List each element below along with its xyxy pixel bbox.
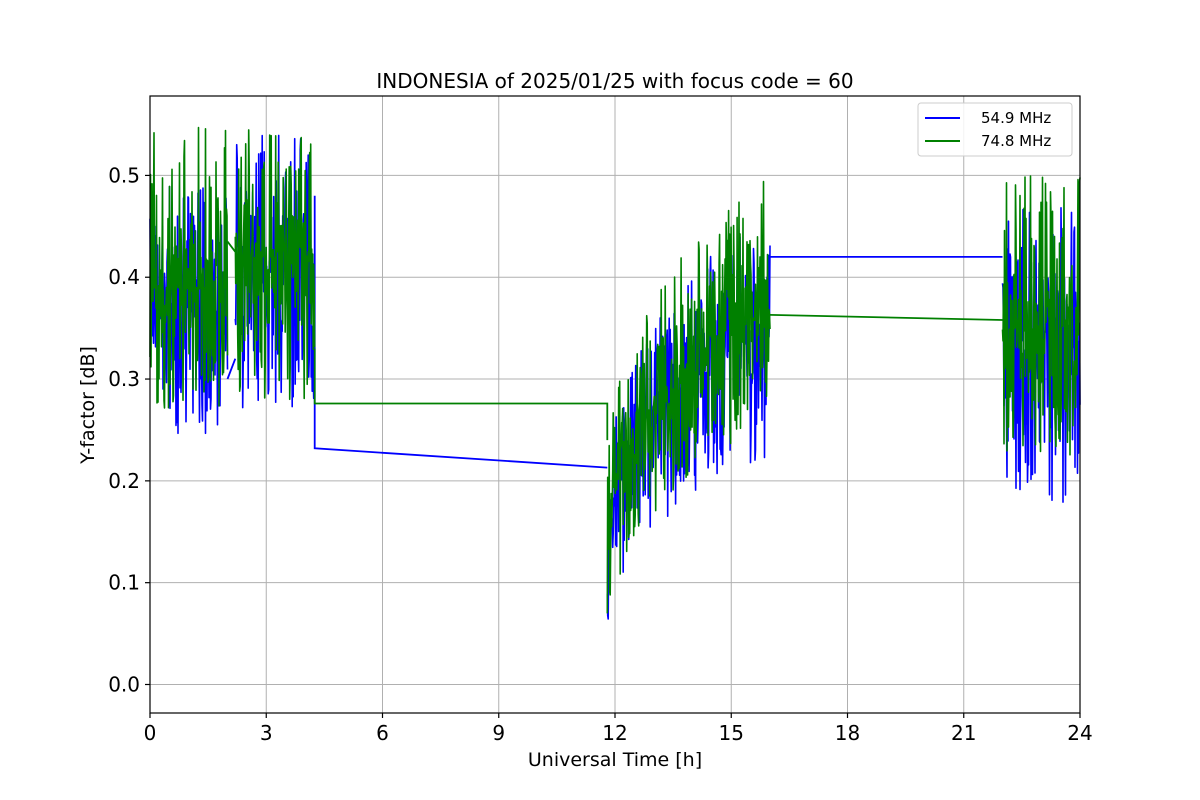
series-trace-segment bbox=[149, 126, 229, 409]
x-tick-label: 0 bbox=[144, 721, 157, 745]
x-tick-label: 12 bbox=[602, 721, 627, 745]
x-tick-label: 9 bbox=[492, 721, 505, 745]
series-trace-segment bbox=[606, 180, 771, 614]
chart-title: INDONESIA of 2025/01/25 with focus code … bbox=[376, 69, 853, 93]
y-axis-label: Y-factor [dB] bbox=[77, 346, 99, 465]
y-tick-label: 0.3 bbox=[108, 367, 140, 391]
legend-box bbox=[917, 102, 1073, 157]
series-trace-segment bbox=[149, 185, 229, 435]
x-tick-label: 15 bbox=[719, 721, 744, 745]
series-connector-line bbox=[226, 241, 237, 253]
x-tick-label: 6 bbox=[376, 721, 389, 745]
y-tick-label: 0.5 bbox=[108, 163, 140, 187]
x-tick-label: 18 bbox=[835, 721, 860, 745]
x-axis-label: Universal Time [h] bbox=[528, 749, 702, 771]
series-connector-line bbox=[313, 348, 609, 441]
x-tick-label: 21 bbox=[951, 721, 976, 745]
legend-label-54-9-mhz: 54.9 MHz bbox=[981, 109, 1051, 127]
series-layer bbox=[149, 126, 1081, 620]
series-connector-line bbox=[226, 358, 237, 380]
series-trace-segment bbox=[1001, 175, 1081, 456]
y-tick-label: 0.1 bbox=[108, 571, 140, 595]
legend: 54.9 MHz 74.8 MHz bbox=[917, 102, 1073, 157]
axis-ticks: 0 3 6 9 12 15 18 21 24 0.0 0.1 0.2 0.3 0.4 0.5 bbox=[108, 163, 1093, 745]
y-tick-label: 0.4 bbox=[108, 265, 140, 289]
series-trace-segment bbox=[234, 129, 316, 401]
legend-label-74-8-mhz: 74.8 MHz bbox=[981, 132, 1051, 150]
y-tick-label: 0.0 bbox=[108, 672, 140, 696]
x-tick-label: 24 bbox=[1067, 721, 1092, 745]
series-74-8-mhz bbox=[149, 126, 1081, 614]
y-tick-label: 0.2 bbox=[108, 469, 140, 493]
x-tick-label: 3 bbox=[260, 721, 273, 745]
series-connector-line bbox=[769, 314, 1003, 321]
